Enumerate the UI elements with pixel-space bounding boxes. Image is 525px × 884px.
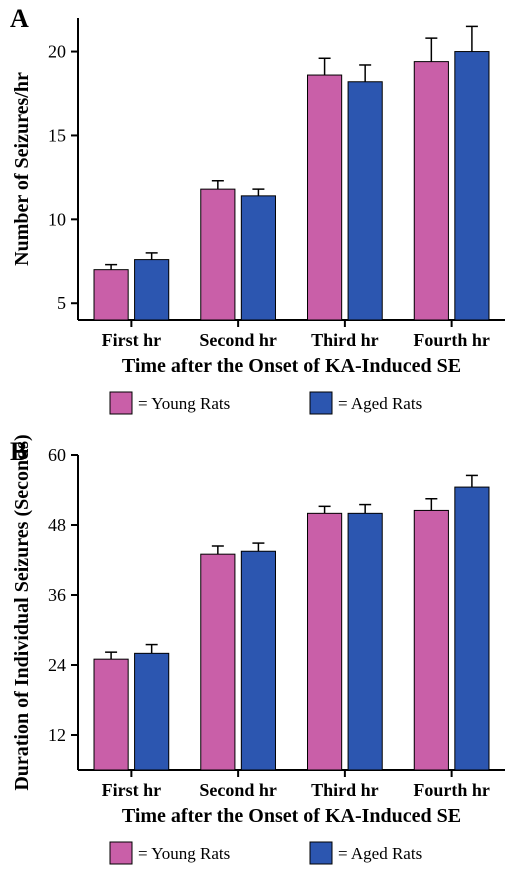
young-bar <box>201 554 235 770</box>
aged-bar <box>135 260 169 320</box>
legend-text: = Aged Rats <box>338 394 422 413</box>
svg-text:Number of Seizures/hr: Number of Seizures/hr <box>11 72 33 266</box>
svg-text:Third hr: Third hr <box>311 330 379 350</box>
svg-text:48: 48 <box>48 515 66 535</box>
aged-bar <box>348 82 382 320</box>
aged-bar <box>348 513 382 770</box>
young-bar <box>94 270 128 320</box>
svg-text:Third hr: Third hr <box>311 780 379 800</box>
svg-text:First hr: First hr <box>102 330 161 350</box>
legend-swatch <box>110 392 132 414</box>
aged-bar <box>455 52 489 320</box>
legend-swatch <box>110 842 132 864</box>
young-bar <box>414 510 448 770</box>
svg-text:12: 12 <box>48 725 66 745</box>
panel-b-label: B <box>10 437 27 467</box>
aged-bar <box>241 196 275 320</box>
young-bar <box>201 189 235 320</box>
young-bar <box>308 75 342 320</box>
svg-text:36: 36 <box>48 585 66 605</box>
svg-text:10: 10 <box>48 209 66 229</box>
svg-text:24: 24 <box>48 655 66 675</box>
svg-text:First hr: First hr <box>102 780 161 800</box>
young-bar <box>308 513 342 770</box>
svg-text:Duration of Individual Seizure: Duration of Individual Seizures (Seconds… <box>11 435 33 791</box>
legend-swatch <box>310 842 332 864</box>
aged-bar <box>455 487 489 770</box>
aged-bar <box>241 551 275 770</box>
svg-text:Fourth hr: Fourth hr <box>413 780 490 800</box>
aged-bar <box>135 653 169 770</box>
svg-text:Second hr: Second hr <box>199 780 277 800</box>
svg-text:Time after the Onset of KA-Ind: Time after the Onset of KA-Induced SE <box>122 355 461 377</box>
panel-b: B 12 24 36 48 60 Duration of Individual Seizu… <box>0 435 525 884</box>
panel-a: A 5 10 15 20 Number of Seizures/hr First hr Se… <box>0 0 525 435</box>
panel-a-label: A <box>10 4 29 34</box>
svg-text:Second hr: Second hr <box>199 330 277 350</box>
svg-text:60: 60 <box>48 445 66 465</box>
svg-text:Fourth hr: Fourth hr <box>413 330 490 350</box>
legend-text: = Young Rats <box>138 844 230 863</box>
panel-a-chart: 5 10 15 20 Number of Seizures/hr First hr Seco… <box>0 0 525 435</box>
panel-b-chart: 12 24 36 48 60 Duration of Individual Seizure… <box>0 435 525 884</box>
young-bar <box>414 62 448 320</box>
legend-swatch <box>310 392 332 414</box>
svg-text:15: 15 <box>48 125 66 145</box>
legend-text: = Aged Rats <box>338 844 422 863</box>
svg-text:20: 20 <box>48 42 66 62</box>
svg-text:Time after the Onset of KA-Ind: Time after the Onset of KA-Induced SE <box>122 805 461 827</box>
legend-text: = Young Rats <box>138 394 230 413</box>
young-bar <box>94 659 128 770</box>
svg-text:5: 5 <box>57 293 66 313</box>
